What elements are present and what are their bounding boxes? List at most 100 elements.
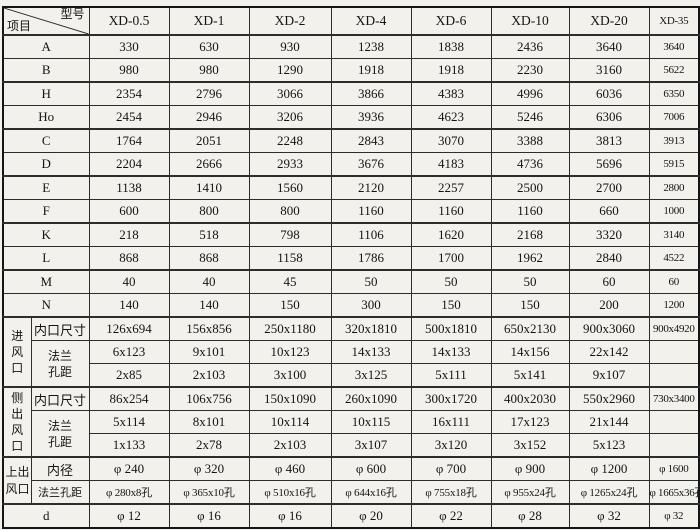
cell-value: 2120 xyxy=(330,175,412,200)
cell-value: 2x103 xyxy=(248,433,332,458)
cell-value: 2354 xyxy=(88,81,170,106)
row-label: M xyxy=(2,269,90,294)
d-section: d φ 12 φ 16 φ 16 φ 20 φ 22 φ 28 φ 32 φ 32 xyxy=(2,503,700,529)
cell-value: φ 320 xyxy=(168,456,250,481)
cell-value: 1x133 xyxy=(88,433,170,458)
cell-value: 2454 xyxy=(88,105,170,130)
row-label: d xyxy=(2,503,90,529)
cell-value: φ 900 xyxy=(490,456,570,481)
cell-value: 3676 xyxy=(330,152,412,177)
cell-value: 800 xyxy=(168,199,250,224)
cell-value: 2666 xyxy=(168,152,250,177)
inlet-section: 进风口 内口尺寸 126x694 156x856 250x1180 320x1810 5… xyxy=(2,316,700,388)
cell-value: 2796 xyxy=(168,81,250,106)
cell-value: 3160 xyxy=(568,58,650,83)
table-row: H 2354 2796 3066 3866 4383 4996 6036 6350 xyxy=(2,81,700,106)
cell-value: φ 12 xyxy=(88,503,170,529)
row-label: H xyxy=(2,81,90,106)
table-row: F 600 800 800 1160 1160 1160 660 1000 xyxy=(2,199,700,224)
cell-value: φ 16 xyxy=(248,503,332,529)
row-label: Ho xyxy=(2,105,90,130)
cell-value: 3640 xyxy=(568,34,650,59)
cell-value: 150 xyxy=(410,293,492,318)
cell-value: 9x107 xyxy=(568,363,650,388)
cell-value: 2840 xyxy=(568,246,650,271)
cell-value: 5622 xyxy=(648,58,700,83)
table-row: C 1764 2051 2248 2843 3070 3388 3813 3913 xyxy=(2,128,700,153)
table-row: D 2204 2666 2933 3676 4183 4736 5696 5915 xyxy=(2,152,700,177)
row-label: K xyxy=(2,222,90,247)
cell-value: 17x123 xyxy=(490,410,570,434)
cell-value: 5x114 xyxy=(88,410,170,434)
cell-value: 3x152 xyxy=(490,433,570,458)
column-header: XD-10 xyxy=(490,6,570,36)
cell-value: 5x111 xyxy=(410,363,492,388)
table-header: 型号 项目 XD-0.5 XD-1 XD-2 XD-4 XD-6 XD-10 X… xyxy=(2,6,700,36)
cell-value: φ 600 xyxy=(330,456,412,481)
cell-value: φ 1265x24孔 xyxy=(568,480,650,505)
cell-value: 1700 xyxy=(410,246,492,271)
cell-value: φ 1665x36孔 xyxy=(648,480,700,505)
cell-value: φ 32 xyxy=(568,503,650,529)
table-row: 法兰孔距 6x123 9x101 10x123 14x133 14x133 14x156 2… xyxy=(3,340,700,388)
cell-value: 1838 xyxy=(410,34,492,59)
cell-value: 500x1810 xyxy=(410,316,492,341)
cell-value: 730x3400 xyxy=(648,386,700,411)
cell-value: 630 xyxy=(168,34,250,59)
cell-value: φ 32 xyxy=(648,503,700,529)
cell-value: 1106 xyxy=(330,222,412,247)
table-row: 法兰孔距 5x114 8x101 10x114 10x115 16x111 17x123 2… xyxy=(3,410,700,458)
cell-value: 40 xyxy=(88,269,170,294)
cell-value: 6036 xyxy=(568,81,650,106)
cell-value: 126x694 xyxy=(88,316,170,341)
row-label: F xyxy=(2,199,90,224)
cell-value: 1290 xyxy=(248,58,332,83)
cell-value: 50 xyxy=(330,269,412,294)
cell-value: φ 365x10孔 xyxy=(168,480,250,505)
cell-value: 3866 xyxy=(330,81,412,106)
cell-value: 3813 xyxy=(568,128,650,153)
cell-value: 550x2960 xyxy=(568,386,650,411)
cell-value: 106x756 xyxy=(168,386,250,411)
cell-value: 930 xyxy=(248,34,332,59)
top-outlet-inner-diameter-label: 内径 xyxy=(30,456,90,481)
inlet-opening-size-label: 内口尺寸 xyxy=(30,316,90,341)
cell-value: 4623 xyxy=(410,105,492,130)
cell-value: 2x85 xyxy=(88,363,170,388)
cell-value: φ 28 xyxy=(490,503,570,529)
cell-value: 1410 xyxy=(168,175,250,200)
cell-value: 5696 xyxy=(568,152,650,177)
cell-value: 3388 xyxy=(490,128,570,153)
cell-value xyxy=(648,363,700,388)
column-header: XD-20 xyxy=(568,6,650,36)
cell-value: 2933 xyxy=(248,152,332,177)
cell-value: 518 xyxy=(168,222,250,247)
column-header: XD-0.5 xyxy=(88,6,170,36)
cell-value: 10x123 xyxy=(248,340,332,364)
cell-value: 40 xyxy=(168,269,250,294)
cell-value: 1158 xyxy=(248,246,332,271)
cell-value: 1962 xyxy=(490,246,570,271)
cell-value: 3640 xyxy=(648,34,700,59)
cell-value: φ 22 xyxy=(410,503,492,529)
cell-value: 600 xyxy=(88,199,170,224)
inlet-flange-pitch-label: 法兰孔距 xyxy=(47,348,72,379)
cell-value: 1786 xyxy=(330,246,412,271)
table-row: 法兰孔距 φ 280x8孔 φ 365x10孔 φ 510x16孔 φ 644x16孔… xyxy=(3,480,700,505)
cell-value: 3x125 xyxy=(330,363,412,388)
cell-value: 7006 xyxy=(648,105,700,130)
cell-value: 200 xyxy=(568,293,650,318)
cell-value: 868 xyxy=(88,246,170,271)
table-row: 上出风口 内径 φ 240 φ 320 φ 460 φ 600 φ 700 φ 900 φ … xyxy=(2,456,700,505)
cell-value: 2500 xyxy=(490,175,570,200)
table-row: K 218 518 798 1106 1620 2168 3320 3140 xyxy=(2,222,700,247)
cell-value: φ 755x18孔 xyxy=(410,480,492,505)
table-row: M 40 40 45 50 50 50 60 60 xyxy=(2,269,700,294)
cell-value: 50 xyxy=(490,269,570,294)
cell-value: 1764 xyxy=(88,128,170,153)
top-outlet-group-label: 上出风口 xyxy=(5,464,30,496)
side-outlet-flange-pitch-cell: 法兰孔距 xyxy=(30,410,90,458)
cell-value: 14x133 xyxy=(410,340,492,364)
cell-value: φ 700 xyxy=(410,456,492,481)
cell-value: φ 20 xyxy=(330,503,412,529)
